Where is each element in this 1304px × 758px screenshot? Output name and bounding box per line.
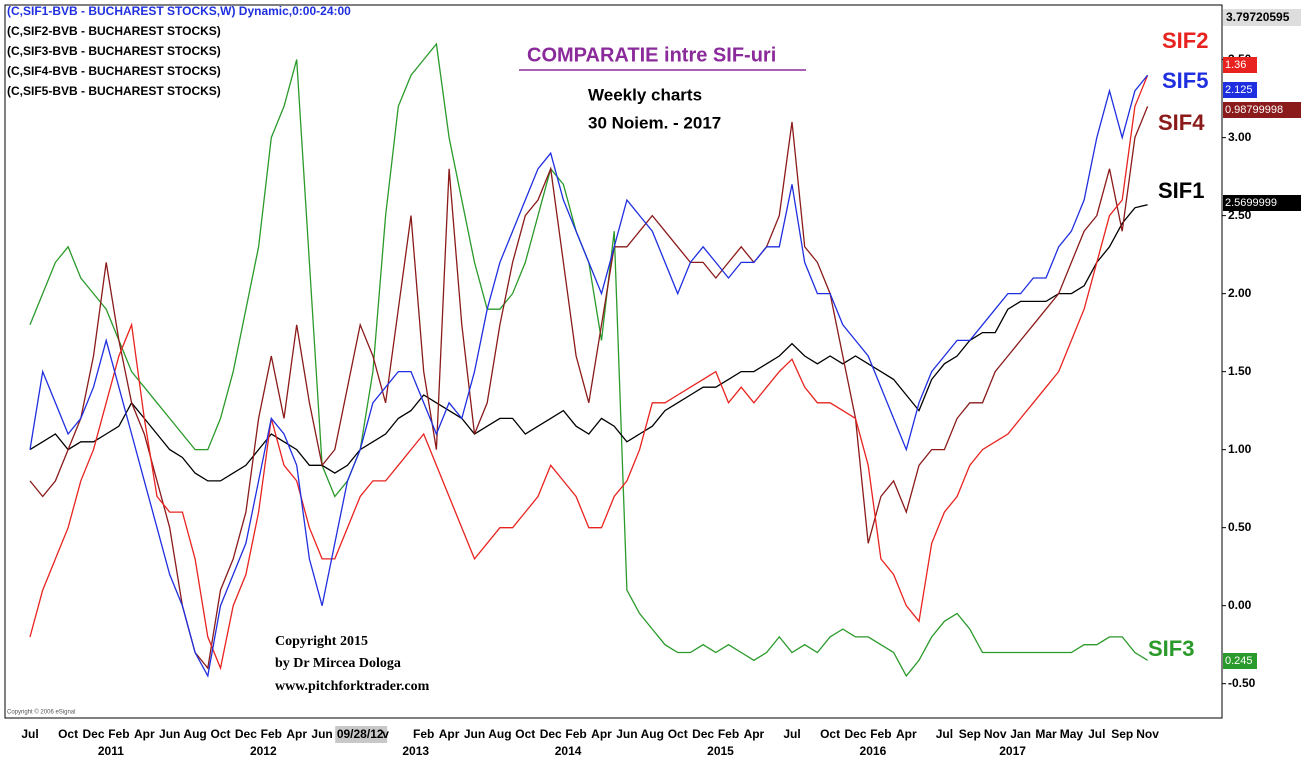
x-tick-label: Jan bbox=[1010, 727, 1031, 741]
x-tick-label: 09/28/12 bbox=[337, 727, 384, 741]
x-tick-label: Sep bbox=[959, 727, 981, 741]
last-label: 2.125 bbox=[1225, 84, 1253, 96]
series-name: SIF4 bbox=[1158, 110, 1205, 135]
x-tick-label: Oct bbox=[515, 727, 535, 741]
chart-title: COMPARATIE intre SIF-uri bbox=[527, 44, 776, 66]
subtitle: 30 Noiem. - 2017 bbox=[588, 113, 721, 132]
x-tick-label: Nov bbox=[984, 727, 1007, 741]
y-tick-label: 2.00 bbox=[1228, 286, 1252, 300]
legend-line: (C,SIF5-BVB - BUCHAREST STOCKS) bbox=[7, 84, 221, 98]
x-year-label: 2014 bbox=[555, 744, 582, 758]
x-tick-label: Apr bbox=[744, 727, 765, 741]
x-tick-label: Feb bbox=[108, 727, 129, 741]
x-tick-label: Jun bbox=[311, 727, 332, 741]
x-tick-label: v bbox=[382, 727, 389, 741]
plot-area bbox=[4, 4, 1223, 719]
x-tick-label: Dec bbox=[82, 727, 104, 741]
x-tick-label: Mar bbox=[1035, 727, 1057, 741]
x-year-label: 2013 bbox=[402, 744, 429, 758]
x-year-label: 2015 bbox=[707, 744, 734, 758]
last-flag bbox=[1223, 102, 1301, 118]
x-tick-label: Oct bbox=[58, 727, 78, 741]
top-flag bbox=[1223, 9, 1301, 26]
x-tick-label: Apr bbox=[286, 727, 307, 741]
x-tick-label: May bbox=[1060, 727, 1084, 741]
x-tick-label: Feb bbox=[718, 727, 739, 741]
source-note: Copyright © 2006 eSignal bbox=[7, 709, 75, 716]
x-tick-label: Oct bbox=[820, 727, 840, 741]
x-tick-label: Jun bbox=[616, 727, 637, 741]
x-year-label: 2017 bbox=[999, 744, 1026, 758]
x-tick-label: Jun bbox=[159, 727, 180, 741]
x-tick-label: Jul bbox=[21, 727, 38, 741]
series-line bbox=[29, 74, 1149, 678]
series-name: SIF1 bbox=[1158, 178, 1204, 203]
x-tick-label: Aug bbox=[488, 727, 511, 741]
x-tick-label: Sep bbox=[1111, 727, 1133, 741]
series-name: SIF2 bbox=[1162, 28, 1208, 53]
series-name: SIF5 bbox=[1162, 68, 1208, 93]
cursor-box bbox=[335, 726, 388, 743]
x-tick-label: Apr bbox=[896, 727, 917, 741]
legend-line: (C,SIF4-BVB - BUCHAREST STOCKS) bbox=[7, 64, 221, 78]
x-tick-label: Aug bbox=[641, 727, 664, 741]
last-label: 2.5699999 bbox=[1225, 197, 1277, 209]
x-tick-label: Apr bbox=[439, 727, 460, 741]
x-year-label: 2011 bbox=[98, 744, 124, 758]
x-tick-label: Feb bbox=[565, 727, 586, 741]
last-label: 1.36 bbox=[1225, 59, 1246, 71]
x-tick-label: Oct bbox=[210, 727, 230, 741]
copyright: Copyright 2015 bbox=[275, 634, 368, 649]
x-tick-label: Jul bbox=[783, 727, 800, 741]
y-tick-label: 1.50 bbox=[1228, 364, 1252, 378]
y-tick-label: 0.00 bbox=[1228, 598, 1252, 612]
x-tick-label: Feb bbox=[870, 727, 891, 741]
last-flag bbox=[1223, 82, 1257, 98]
last-label: 0.245 bbox=[1225, 655, 1253, 667]
x-year-label: 2016 bbox=[860, 744, 887, 758]
x-tick-label: Jul bbox=[1088, 727, 1105, 741]
x-tick-label: Dec bbox=[540, 727, 562, 741]
series-name: SIF3 bbox=[1148, 636, 1194, 661]
x-tick-label: Apr bbox=[134, 727, 155, 741]
x-year-label: 2012 bbox=[250, 744, 277, 758]
series-line bbox=[29, 74, 1149, 671]
x-tick-label: Dec bbox=[692, 727, 714, 741]
x-tick-label: Feb bbox=[413, 727, 434, 741]
legend-line: (C,SIF3-BVB - BUCHAREST STOCKS) bbox=[7, 44, 221, 58]
last-label: 0.98799998 bbox=[1225, 104, 1283, 116]
x-tick-label: Feb bbox=[261, 727, 282, 741]
copyright: www.pitchforktrader.com bbox=[275, 679, 430, 694]
last-flag bbox=[1223, 653, 1257, 669]
x-tick-label: Jul bbox=[936, 727, 953, 741]
legend-line: (C,SIF1-BVB - BUCHAREST STOCKS,W) Dynami… bbox=[7, 4, 351, 18]
copyright: by Dr Mircea Dologa bbox=[275, 656, 401, 671]
top-label: 3.79720595 bbox=[1226, 10, 1290, 24]
x-tick-label: Apr bbox=[591, 727, 612, 741]
legend-line: (C,SIF2-BVB - BUCHAREST STOCKS) bbox=[7, 24, 221, 38]
x-tick-label: Dec bbox=[235, 727, 257, 741]
y-tick-label: 2.50 bbox=[1228, 208, 1252, 222]
y-tick-label: 3.00 bbox=[1228, 130, 1252, 144]
y-tick-label: 0.50 bbox=[1228, 520, 1252, 534]
x-tick-label: Aug bbox=[183, 727, 206, 741]
subtitle: Weekly charts bbox=[588, 85, 702, 104]
last-flag bbox=[1223, 57, 1257, 73]
last-flag bbox=[1223, 195, 1301, 211]
y-tick-label: -0.50 bbox=[1228, 676, 1256, 690]
series-line bbox=[29, 204, 1148, 482]
series-line bbox=[29, 106, 1149, 670]
x-tick-label: Dec bbox=[844, 727, 866, 741]
x-tick-label: Nov bbox=[1136, 727, 1159, 741]
x-tick-label: Jun bbox=[464, 727, 485, 741]
y-tick-label: 1.00 bbox=[1228, 442, 1252, 456]
x-tick-label: Oct bbox=[668, 727, 688, 741]
